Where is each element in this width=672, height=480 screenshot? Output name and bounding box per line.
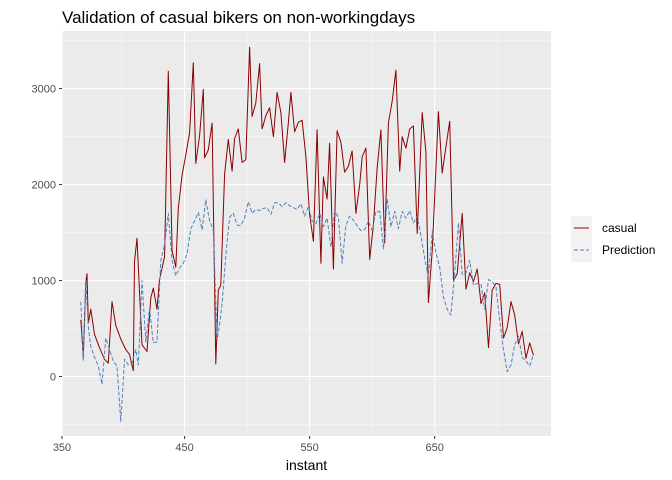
x-tick-label: 450 (175, 442, 193, 454)
axes: 350 450 550 650 0 1000 2000 3000 (32, 84, 444, 454)
y-tick-label: 1000 (32, 276, 56, 288)
series-layer (80, 46, 534, 423)
chart-title: Validation of casual bikers on non-worki… (62, 8, 416, 27)
x-tick-label: 650 (426, 442, 444, 454)
x-tick-label: 350 (53, 442, 71, 454)
x-axis-title: instant (286, 457, 327, 473)
plot-panel (62, 31, 551, 436)
x-tick-label: 550 (300, 442, 318, 454)
legend-key-background (571, 216, 592, 262)
grid-lines (61, 31, 551, 436)
y-tick-label: 2000 (32, 180, 56, 192)
legend-label-prediction: Prediction (602, 243, 655, 257)
series-line-prediction (80, 198, 534, 423)
legend: casual Prediction (571, 216, 655, 262)
y-tick-label: 3000 (32, 84, 56, 96)
y-tick-label: 0 (50, 371, 56, 383)
legend-label-casual: casual (602, 221, 637, 235)
series-line-casual (80, 46, 534, 372)
